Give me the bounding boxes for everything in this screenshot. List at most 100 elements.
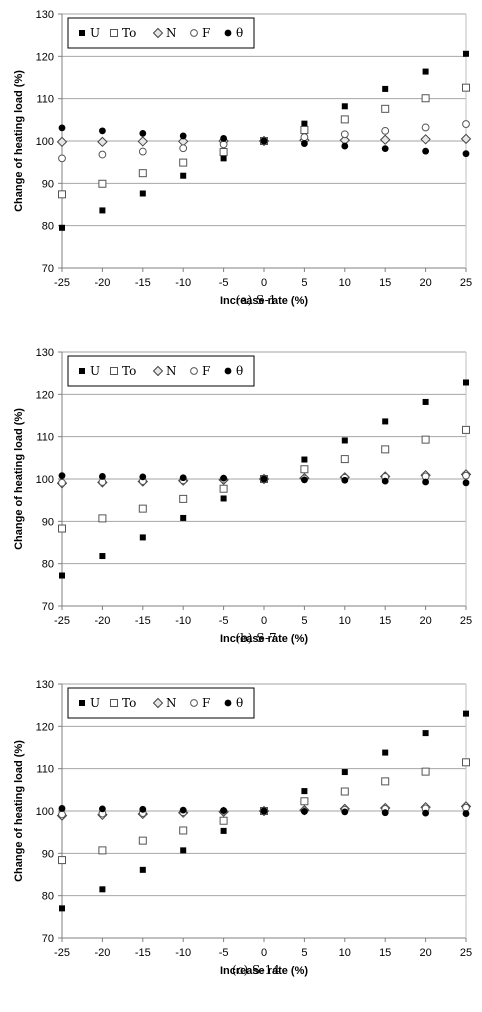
data-point <box>220 495 227 502</box>
x-tick-label: -10 <box>175 277 191 289</box>
data-point <box>301 476 308 484</box>
legend-label: θ <box>236 26 243 40</box>
data-point <box>58 805 66 812</box>
data-point <box>139 129 147 137</box>
x-tick-label: 0 <box>261 947 267 959</box>
y-tick-label: 90 <box>42 516 54 528</box>
data-point <box>97 136 108 148</box>
data-point <box>462 758 470 767</box>
x-tick-label: 15 <box>379 277 391 289</box>
legend-label: N <box>166 696 177 710</box>
x-axis-title: Increase rate (%) <box>220 965 308 977</box>
data-point <box>219 140 228 149</box>
x-tick-label: 20 <box>419 277 431 289</box>
data-point <box>341 437 348 444</box>
data-point <box>98 179 107 188</box>
panel-s-14-chart: -25 -20 -15 -10 -5 0 5 10 15 20 25 70 80 90 100 110 120 1… <box>13 679 472 977</box>
data-point <box>260 807 268 815</box>
legend-label: U <box>90 26 100 40</box>
data-point <box>421 123 430 132</box>
data-point <box>139 866 146 873</box>
data-point <box>462 120 470 128</box>
x-tick-label: 5 <box>301 615 307 627</box>
x-tick-label: 5 <box>301 277 307 289</box>
legend-label: F <box>202 26 210 40</box>
data-point <box>179 158 188 167</box>
legend-marker <box>224 29 232 37</box>
data-point <box>139 473 147 481</box>
panel-s-7-chart: -25 -20 -15 -10 -5 0 5 10 15 20 25 70 80 90 100 110 120 1… <box>13 347 472 645</box>
data-point <box>59 572 65 579</box>
legend-marker <box>79 700 85 706</box>
data-point <box>381 145 389 153</box>
data-point <box>179 494 188 503</box>
data-point <box>301 456 308 463</box>
data-point <box>260 475 268 483</box>
data-point <box>58 478 66 487</box>
panel-caption: (a) S-1 <box>236 293 277 307</box>
data-point <box>180 847 187 854</box>
data-point <box>179 826 188 835</box>
legend-label: U <box>90 364 100 378</box>
x-tick-label: -15 <box>135 615 151 627</box>
data-point <box>138 504 147 513</box>
data-point <box>260 137 268 145</box>
y-tick-label: 90 <box>42 848 54 860</box>
y-axis-title: Change of heating load (%) <box>13 408 25 550</box>
legend-label: F <box>202 696 210 710</box>
y-axis-title: Change of heating load (%) <box>13 70 25 212</box>
data-point <box>462 83 470 92</box>
data-point <box>98 514 107 523</box>
data-point <box>58 124 66 132</box>
data-point <box>219 816 228 825</box>
x-tick-label: -15 <box>135 947 151 959</box>
data-point <box>460 133 472 145</box>
data-point <box>59 224 65 231</box>
legend-marker <box>152 365 164 377</box>
data-point <box>180 514 187 521</box>
data-point <box>139 190 146 197</box>
data-point <box>301 140 308 147</box>
data-point <box>300 133 309 142</box>
data-point <box>58 524 66 533</box>
data-point <box>420 134 431 145</box>
data-point <box>301 788 308 795</box>
x-tick-label: 25 <box>460 277 472 289</box>
data-point <box>220 827 227 834</box>
y-tick-label: 130 <box>36 679 54 691</box>
data-point <box>300 465 309 474</box>
y-tick-label: 100 <box>36 136 54 148</box>
data-point <box>381 809 389 817</box>
data-point <box>138 836 147 845</box>
data-point <box>99 207 106 214</box>
data-point <box>379 134 391 145</box>
y-tick-label: 100 <box>36 474 54 486</box>
data-point <box>422 398 429 405</box>
x-tick-label: -25 <box>54 615 70 627</box>
data-point <box>180 172 187 179</box>
data-point <box>421 94 430 103</box>
y-tick-label: 120 <box>36 721 54 733</box>
data-point <box>422 730 429 737</box>
x-tick-label: 10 <box>339 277 351 289</box>
x-tick-label: -20 <box>94 277 110 289</box>
y-tick-label: 120 <box>36 51 54 63</box>
y-tick-label: 80 <box>42 891 54 903</box>
legend-label: F <box>202 364 210 378</box>
legend-marker <box>152 27 164 39</box>
panel-caption: (b) S-7 <box>235 631 276 645</box>
x-tick-label: -15 <box>135 277 151 289</box>
data-point <box>381 445 390 454</box>
legend-marker <box>224 699 232 707</box>
gridlines <box>62 13 466 269</box>
y-tick-label: 110 <box>36 764 54 776</box>
y-axis-title: Change of heating load (%) <box>13 740 25 882</box>
legend-label: To <box>122 364 136 378</box>
legend-label: θ <box>236 364 243 378</box>
data-point <box>341 476 349 484</box>
legend-marker <box>79 368 85 374</box>
x-tick-label: 20 <box>419 947 431 959</box>
